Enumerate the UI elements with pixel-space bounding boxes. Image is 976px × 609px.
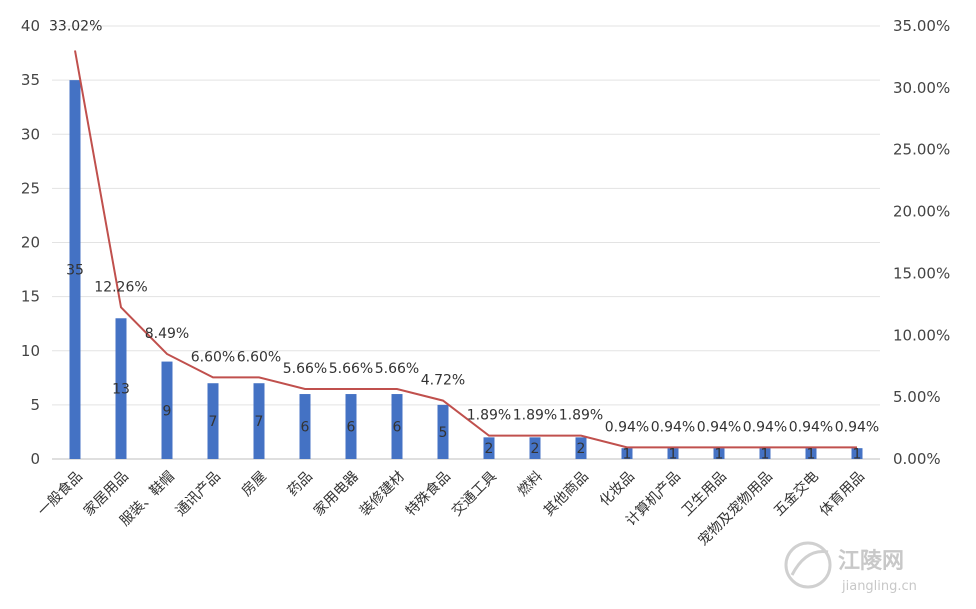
line-data-label: 5.66%: [375, 361, 419, 377]
bar: [575, 437, 587, 459]
bar-data-label: 7: [209, 414, 218, 430]
bar-data-label: 2: [531, 441, 540, 457]
bar: [299, 394, 311, 459]
bar-data-label: 6: [347, 420, 356, 436]
category-label: 药品: [285, 469, 316, 500]
line-data-label: 4.72%: [421, 373, 465, 389]
line-data-label: 0.94%: [605, 419, 649, 435]
y-tick-label: 40: [21, 17, 40, 35]
watermark-swoosh-icon: [790, 549, 829, 576]
line-data-label: 5.66%: [283, 361, 327, 377]
bar: [759, 448, 771, 459]
y-tick-label: 25: [21, 179, 40, 197]
bar: [851, 448, 863, 459]
line-data-label: 5.66%: [329, 361, 373, 377]
bar-data-label: 1: [807, 447, 816, 463]
bar: [207, 383, 219, 459]
bar-data-label: 1: [715, 447, 724, 463]
bar-data-label: 13: [112, 382, 130, 398]
bar: [667, 448, 679, 459]
y2-tick-label: 0.00%: [893, 450, 941, 468]
line-data-label: 0.94%: [835, 419, 879, 435]
line-data-label: 0.94%: [743, 419, 787, 435]
bar: [253, 383, 265, 459]
bar: [805, 448, 817, 459]
category-label: 家用电器: [310, 468, 362, 520]
bar-series: [69, 80, 863, 459]
watermark-url: jiangling.cn: [841, 579, 917, 594]
line-series: [74, 50, 858, 449]
line-data-label: 1.89%: [513, 408, 557, 424]
y-tick-label: 0: [30, 450, 40, 468]
bar-data-label: 2: [485, 441, 494, 457]
bar-data-label: 5: [439, 425, 448, 441]
bar-data-label: 1: [623, 447, 632, 463]
bar-data-label: 1: [669, 447, 678, 463]
bar: [391, 394, 403, 459]
y2-tick-label: 10.00%: [893, 326, 950, 344]
watermark-logo: 江陵网 jiangling.cn: [784, 541, 917, 594]
bar-data-label: 1: [761, 447, 770, 463]
y-tick-label: 5: [30, 396, 40, 414]
y-tick-label: 10: [21, 342, 40, 360]
line-data-label: 6.60%: [191, 349, 235, 365]
bar-data-label: 9: [163, 403, 172, 419]
category-label: 通讯产品: [173, 469, 224, 520]
line-data-label: 1.89%: [559, 408, 603, 424]
y2-tick-label: 20.00%: [893, 203, 950, 221]
line-data-label: 0.94%: [697, 419, 741, 435]
bar: [69, 80, 81, 459]
category-label: 一般食品: [34, 468, 86, 520]
line-data-label: 8.49%: [145, 326, 189, 342]
bar: [713, 448, 725, 459]
bar-data-label: 6: [301, 420, 310, 436]
category-label: 化妆品: [597, 469, 638, 510]
y2-tick-label: 30.00%: [893, 79, 950, 97]
line-data-label: 6.60%: [237, 349, 281, 365]
y2-tick-label: 5.00%: [893, 388, 941, 406]
category-label: 五金交电: [770, 468, 822, 520]
category-label: 特殊食品: [402, 468, 454, 520]
bar-data-label: 6: [393, 420, 402, 436]
category-label: 体育用品: [817, 469, 868, 520]
watermark-text: 江陵网: [838, 548, 904, 574]
bar: [115, 318, 127, 459]
line-data-label: 12.26%: [94, 279, 147, 295]
category-label: 燃料: [514, 468, 546, 500]
y-tick-label: 35: [21, 71, 40, 89]
y2-tick-label: 35.00%: [893, 17, 950, 35]
line-data-label: 0.94%: [651, 419, 695, 435]
category-label: 装修建材: [357, 469, 408, 520]
grid-lines: [52, 25, 880, 460]
bar-data-label: 35: [66, 263, 84, 279]
bar-data-labels: 35 13 9 7 7 6 6 6 5 2 2 2 1 1 1 1 1 1: [66, 263, 861, 463]
category-label: 房屋: [239, 469, 270, 500]
bar: [483, 437, 495, 459]
category-label: 其他商品: [541, 469, 592, 520]
line-data-labels: 33.02%12.26%8.49%6.60% 6.60%5.66% 5.66% 5.6…: [49, 18, 879, 435]
bar-data-label: 7: [255, 414, 264, 430]
bar: [345, 394, 357, 459]
bar: [621, 448, 633, 459]
category-label: 交通工具: [448, 468, 500, 520]
line-data-label: 1.89%: [467, 408, 511, 424]
bar: [437, 404, 449, 459]
line-data-label: 0.94%: [789, 419, 833, 435]
y2-tick-label: 15.00%: [893, 264, 950, 282]
line-path: [74, 50, 857, 449]
bar-data-label: 2: [577, 441, 586, 457]
bar: [529, 437, 541, 459]
y-tick-label: 30: [21, 125, 40, 143]
y2-tick-label: 25.00%: [893, 141, 950, 159]
right-axis-ticks: 0.00% 5.00% 10.00% 15.00% 20.00% 25.00% 30.00%…: [893, 17, 950, 468]
y-tick-label: 20: [21, 234, 40, 252]
bar: [161, 361, 173, 459]
bar-data-label: 1: [853, 447, 862, 463]
line-data-label: 33.02%: [49, 18, 102, 34]
watermark-circle-icon: [784, 541, 832, 589]
y-tick-label: 15: [21, 288, 40, 306]
left-axis-ticks: 0 5 10 15 20 25 30 35 40: [21, 17, 40, 468]
